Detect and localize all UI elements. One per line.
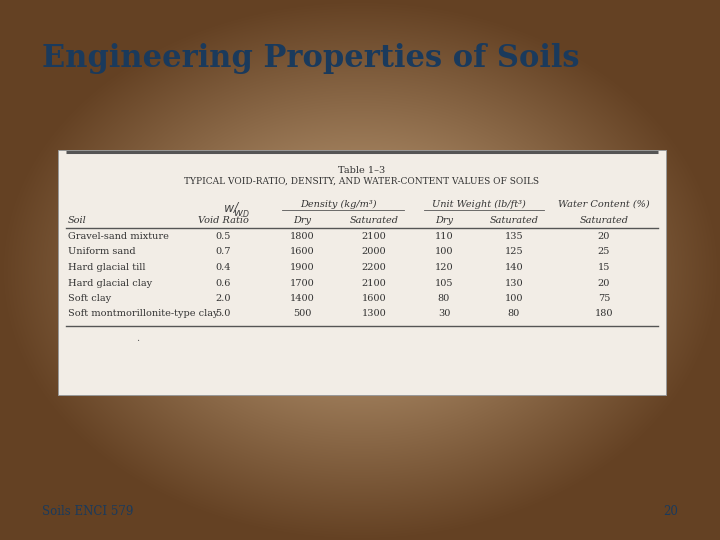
Text: 2000: 2000 <box>361 247 387 256</box>
Text: 180: 180 <box>595 309 613 319</box>
Text: 1400: 1400 <box>289 294 315 303</box>
Text: Dry: Dry <box>293 216 311 225</box>
Text: .: . <box>136 334 140 343</box>
Text: Void Ratio: Void Ratio <box>197 216 248 225</box>
Text: 0.5: 0.5 <box>215 232 230 241</box>
Text: Engineering Properties of Soils: Engineering Properties of Soils <box>42 43 580 74</box>
Text: 80: 80 <box>508 309 520 319</box>
Text: 75: 75 <box>598 294 610 303</box>
Text: $\mathit{w}_D$: $\mathit{w}_D$ <box>233 208 250 220</box>
Text: 20: 20 <box>663 505 678 518</box>
Text: 1300: 1300 <box>361 309 387 319</box>
Text: Uniform sand: Uniform sand <box>68 247 135 256</box>
Text: 0.4: 0.4 <box>215 263 230 272</box>
Text: 500: 500 <box>293 309 311 319</box>
Text: Hard glacial clay: Hard glacial clay <box>68 279 152 287</box>
Text: Soils ENCI 579: Soils ENCI 579 <box>42 505 133 518</box>
Text: Saturated: Saturated <box>349 216 398 225</box>
Text: TYPICAL VOID-RATIO, DENSITY, AND WATER-CONTENT VALUES OF SOILS: TYPICAL VOID-RATIO, DENSITY, AND WATER-C… <box>184 177 539 186</box>
Text: 2100: 2100 <box>361 279 387 287</box>
Text: Density (kg/m³): Density (kg/m³) <box>300 200 377 209</box>
Text: 1900: 1900 <box>289 263 315 272</box>
Text: 2.0: 2.0 <box>215 294 230 303</box>
Text: Saturated: Saturated <box>490 216 539 225</box>
Text: 20: 20 <box>598 279 610 287</box>
Text: Unit Weight (lb/ft³): Unit Weight (lb/ft³) <box>432 200 526 209</box>
Text: 25: 25 <box>598 247 610 256</box>
Text: Table 1–3: Table 1–3 <box>338 166 386 175</box>
Text: 1800: 1800 <box>289 232 315 241</box>
Text: Gravel-sand mixture: Gravel-sand mixture <box>68 232 169 241</box>
Text: 125: 125 <box>505 247 523 256</box>
Text: Hard glacial till: Hard glacial till <box>68 263 145 272</box>
Text: 110: 110 <box>435 232 454 241</box>
Text: 130: 130 <box>505 279 523 287</box>
Text: 2100: 2100 <box>361 232 387 241</box>
Text: 100: 100 <box>505 294 523 303</box>
Text: 20: 20 <box>598 232 610 241</box>
Text: Soft montmorillonite-type clay: Soft montmorillonite-type clay <box>68 309 218 319</box>
Text: 0.6: 0.6 <box>215 279 230 287</box>
Text: 140: 140 <box>505 263 523 272</box>
Text: Soil: Soil <box>68 216 86 225</box>
Text: 5.0: 5.0 <box>215 309 230 319</box>
Text: 120: 120 <box>435 263 454 272</box>
Text: 135: 135 <box>505 232 523 241</box>
Text: 2200: 2200 <box>361 263 387 272</box>
Text: 1600: 1600 <box>289 247 315 256</box>
Text: 105: 105 <box>435 279 454 287</box>
Text: $\mathit{w}$/: $\mathit{w}$/ <box>223 200 240 215</box>
Text: Soft clay: Soft clay <box>68 294 111 303</box>
Text: Dry: Dry <box>435 216 453 225</box>
Text: 1700: 1700 <box>289 279 315 287</box>
Text: 30: 30 <box>438 309 450 319</box>
Text: 100: 100 <box>435 247 454 256</box>
FancyBboxPatch shape <box>58 150 666 395</box>
Text: 80: 80 <box>438 294 450 303</box>
Text: Water Content (%): Water Content (%) <box>558 200 650 209</box>
Text: 1600: 1600 <box>361 294 387 303</box>
Text: 15: 15 <box>598 263 610 272</box>
Text: Saturated: Saturated <box>580 216 629 225</box>
Text: 0.7: 0.7 <box>215 247 230 256</box>
